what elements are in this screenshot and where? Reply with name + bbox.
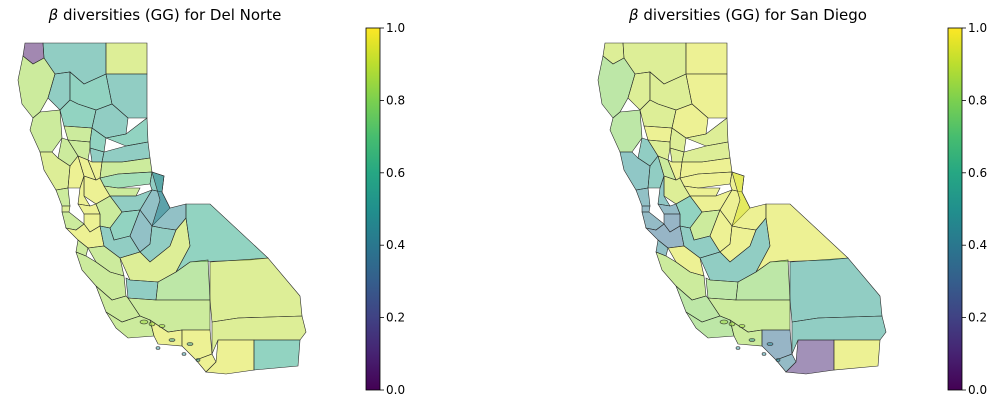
channel-island: [738, 324, 746, 328]
map-panel-del-norte: β diversities (GG) for Del Norte Del Nor…: [17, 6, 405, 397]
channel-island: [195, 358, 201, 362]
colorbar-tick-label: 0.0: [386, 383, 405, 397]
county-imperial: Imperial: [833, 339, 881, 371]
county-map: Del NorteSiskiyouModocHumboldtTrinitySha…: [17, 42, 307, 375]
colorbar-frame: [365, 27, 381, 391]
county-marin: Marin: [55, 187, 71, 207]
channel-island: [139, 319, 149, 325]
county-sierra: Sierra: [684, 117, 729, 147]
colorbar-tick-label: 0.6: [386, 166, 405, 180]
county-imperial: Imperial: [253, 339, 301, 371]
channel-island: [748, 338, 756, 342]
county-colusa: Colusa: [67, 139, 91, 161]
county-riverside: Riverside: [791, 315, 887, 355]
channel-island: [719, 319, 729, 325]
county-san-francisco: San Francisco: [61, 205, 71, 213]
colorbar: 0.0 0.2 0.4 0.6 0.8 1.0: [365, 21, 405, 397]
colorbar-tick-label: 0.4: [386, 238, 405, 252]
county-colusa: Colusa: [647, 139, 671, 161]
colorbar-tick-label: 0.2: [386, 311, 405, 325]
colorbar-tick-label: 1.0: [968, 21, 987, 35]
colorbar-gradient: [366, 28, 380, 390]
colorbar-tick-label: 1.0: [386, 21, 405, 35]
colorbar-tick-label: 0.0: [968, 383, 987, 397]
channel-island: [181, 352, 187, 356]
channel-island: [168, 338, 176, 342]
title-text: diversities (GG) for San Diego: [639, 6, 867, 24]
colorbar-tick-label: 0.2: [968, 311, 987, 325]
county-modoc: Modoc: [105, 42, 148, 75]
colorbar-frame: [947, 27, 963, 391]
colorbar-tick-label: 0.8: [386, 93, 405, 107]
county-map: Del NorteSiskiyouModocHumboldtTrinitySha…: [597, 42, 887, 375]
channel-island: [186, 342, 194, 346]
county-glenn: Glenn: [643, 125, 673, 143]
county-mendocino: Mendocino: [609, 109, 643, 153]
county-mendocino: Mendocino: [29, 109, 63, 153]
colorbar-tick-label: 0.6: [968, 166, 987, 180]
colorbar-gradient: [948, 28, 962, 390]
county-humboldt: Humboldt: [597, 55, 636, 119]
county-lassen: Lassen: [685, 73, 728, 119]
county-monterey: Monterey: [75, 251, 127, 301]
county-riverside: Riverside: [211, 315, 307, 355]
county-san-francisco: San Francisco: [641, 205, 651, 213]
county-marin: Marin: [635, 187, 651, 207]
colorbar-tick-label: 0.8: [968, 93, 987, 107]
county-sacramento: Sacramento: [663, 175, 691, 205]
county-sierra: Sierra: [104, 117, 149, 147]
county-sacramento: Sacramento: [83, 175, 111, 205]
colorbar-tick-label: 0.4: [968, 238, 987, 252]
chart-title: β diversities (GG) for Del Norte: [48, 6, 282, 24]
county-solano: Solano: [657, 175, 671, 207]
title-symbol: β: [48, 6, 59, 24]
channel-island: [155, 346, 161, 350]
county-san-bernardino: San Bernardino: [789, 257, 883, 323]
map-panel-san-diego: β diversities (GG) for San Diego Del Nor…: [597, 6, 987, 397]
county-monterey: Monterey: [655, 251, 707, 301]
channel-island: [728, 321, 736, 327]
county-solano: Solano: [77, 175, 91, 207]
channel-island: [761, 352, 767, 356]
county-lassen: Lassen: [105, 73, 148, 119]
colorbar: 0.0 0.2 0.4 0.6 0.8 1.0: [947, 21, 987, 397]
title-symbol: β: [628, 6, 639, 24]
county-glenn: Glenn: [63, 125, 93, 143]
county-humboldt: Humboldt: [17, 55, 56, 119]
channel-island: [775, 358, 781, 362]
channel-island: [148, 321, 156, 327]
channel-island: [735, 346, 741, 350]
county-modoc: Modoc: [685, 42, 728, 75]
channel-island: [158, 324, 166, 328]
county-san-bernardino: San Bernardino: [209, 257, 303, 323]
channel-island: [766, 342, 774, 346]
chart-title: β diversities (GG) for San Diego: [628, 6, 867, 24]
title-text: diversities (GG) for Del Norte: [58, 6, 281, 24]
